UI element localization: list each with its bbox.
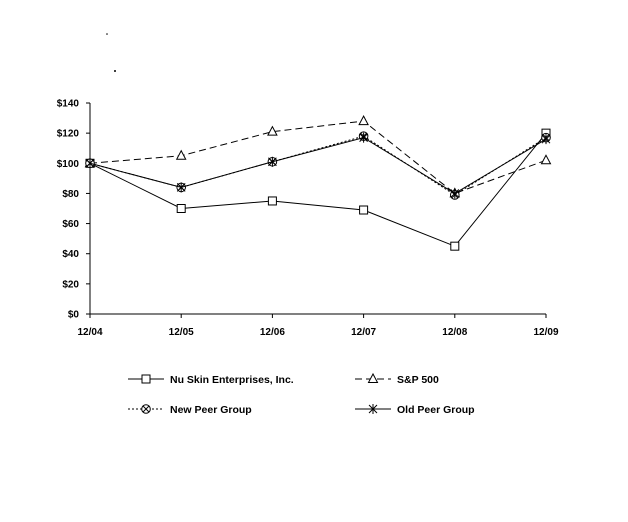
data-point-old-peer-group [85, 158, 95, 169]
data-point-s-p-500 [175, 149, 187, 160]
data-point-old-peer-group [268, 156, 277, 167]
y-tick-label: $140 [57, 99, 80, 110]
data-point-old-peer-group [450, 188, 460, 199]
legend-label: Old Peer Group [397, 404, 475, 416]
data-point-s-p-500 [267, 125, 278, 136]
stray-dot [106, 33, 108, 35]
series-line-nu-skin-enterprises-inc [89, 132, 547, 247]
legend-item-new-peer-group: New Peer Group [128, 404, 252, 416]
legend-item-s-p-500: S&P 500 [355, 372, 439, 386]
legend-marker [141, 374, 151, 384]
x-tick-label: 12/07 [351, 327, 376, 338]
chart-axes: $0 $20 $40 $60 $80 $100 $120 $140 12/04 12/05 12/0… [57, 99, 559, 339]
legend-label: S&P 500 [397, 374, 439, 386]
legend-item-old-peer-group: Old Peer Group [355, 404, 475, 416]
data-point-s-p-500 [540, 154, 552, 165]
marker-stroke [142, 405, 150, 413]
y-tick-label: $100 [57, 159, 80, 170]
y-tick-label: $120 [57, 129, 80, 140]
legend-label: Nu Skin Enterprises, Inc. [170, 374, 294, 386]
data-point-old-peer-group [541, 134, 551, 145]
series-line-old-peer-group [89, 137, 547, 195]
legend-item-nu-skin-enterprises-inc: Nu Skin Enterprises, Inc. [128, 374, 294, 386]
data-point-old-peer-group [359, 132, 368, 143]
data-point-nu-skin-enterprises-inc [359, 205, 369, 215]
data-point-nu-skin-enterprises-inc [267, 196, 277, 206]
stray-dot [114, 70, 116, 72]
x-tick-label: 12/08 [442, 327, 467, 338]
y-tick-label: $80 [62, 189, 79, 200]
series-line-s-p-500 [89, 120, 547, 194]
chart-legend: Nu Skin Enterprises, Inc. S&P 500 New Peer… [128, 372, 475, 416]
x-tick-label: 12/06 [260, 327, 285, 338]
series-line-new-peer-group [89, 135, 547, 196]
y-tick-label: $20 [62, 279, 79, 290]
x-tick-label: 12/04 [77, 327, 102, 338]
y-tick-label: $0 [68, 310, 80, 321]
legend-marker [368, 404, 378, 414]
y-tick-label: $60 [62, 219, 79, 230]
chart-series [84, 115, 552, 251]
data-point-old-peer-group [176, 182, 186, 193]
data-point-s-p-500 [358, 115, 369, 126]
legend-marker [367, 372, 379, 383]
legend-label: New Peer Group [170, 404, 252, 416]
y-tick-label: $40 [62, 249, 79, 260]
data-point-nu-skin-enterprises-inc [450, 241, 460, 251]
x-tick-label: 12/09 [533, 327, 558, 338]
legend-marker [141, 404, 151, 414]
data-point-nu-skin-enterprises-inc [176, 204, 186, 213]
x-tick-label: 12/05 [169, 327, 194, 338]
